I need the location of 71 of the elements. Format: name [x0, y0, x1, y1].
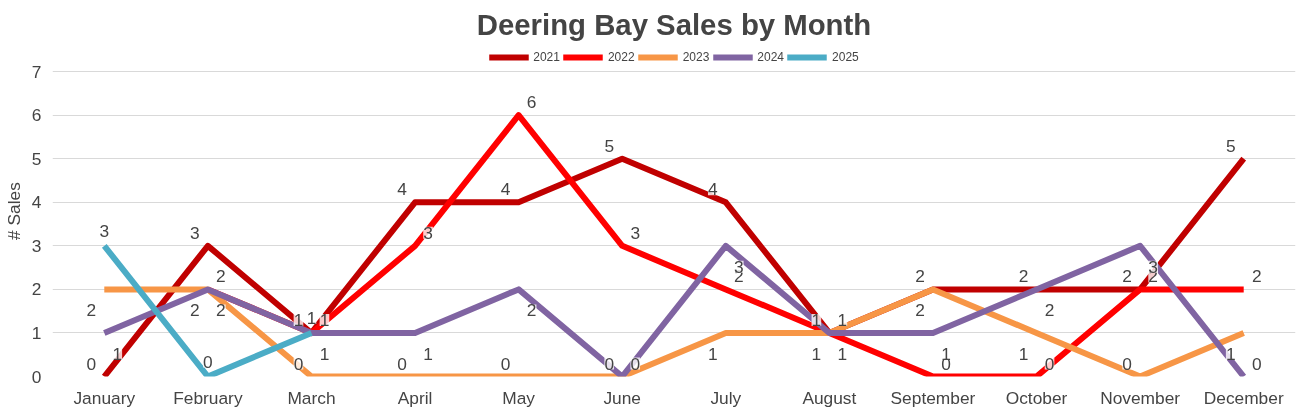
- y-axis-title: # Sales: [3, 181, 24, 240]
- data-label: 5: [1225, 135, 1236, 156]
- data-label: 0: [1251, 353, 1262, 374]
- data-label: 1: [811, 343, 822, 364]
- data-label: 4: [707, 179, 718, 200]
- x-tick-label: April: [397, 387, 433, 408]
- y-tick-label: 2: [31, 279, 42, 300]
- data-label: 1: [306, 307, 317, 328]
- x-tick-label: November: [1100, 387, 1181, 408]
- data-label: 0: [604, 353, 615, 374]
- data-label: 0: [86, 353, 97, 374]
- x-tick-label: June: [603, 387, 641, 408]
- data-label: 0: [397, 353, 407, 374]
- x-tick-label: December: [1203, 387, 1284, 408]
- data-label: 1: [811, 309, 822, 330]
- data-label: 0: [500, 353, 511, 374]
- legend-label: 2021: [533, 50, 560, 64]
- data-label: 2: [86, 300, 97, 321]
- legend-label: 2025: [832, 50, 859, 64]
- data-label: 0: [630, 353, 641, 374]
- y-tick-label: 6: [31, 105, 42, 126]
- legend-label: 2024: [757, 50, 785, 64]
- y-tick-label: 5: [31, 148, 42, 169]
- data-label: 3: [190, 222, 200, 243]
- x-tick-label: January: [73, 387, 136, 408]
- data-label: 0: [293, 353, 304, 374]
- data-label: 1: [1225, 343, 1236, 364]
- data-label: 0: [1044, 353, 1055, 374]
- legend-label: 2022: [607, 50, 635, 64]
- y-tick-label: 7: [31, 61, 42, 82]
- x-tick-label: October: [1005, 387, 1068, 408]
- data-label: 2: [216, 266, 226, 287]
- data-label: 1: [707, 343, 718, 364]
- data-label: 6: [526, 92, 537, 113]
- data-label: 2: [915, 266, 925, 287]
- data-label: 2: [526, 300, 537, 321]
- x-tick-label: September: [890, 387, 976, 408]
- data-label: 1: [112, 343, 123, 364]
- data-label: 1: [319, 343, 330, 364]
- data-label: 2: [1251, 266, 1262, 287]
- data-label: 0: [1122, 353, 1132, 374]
- y-tick-label: 1: [31, 322, 42, 343]
- data-label: 3: [423, 222, 433, 243]
- data-label: 2: [216, 300, 226, 321]
- data-label: 1: [837, 309, 848, 330]
- x-tick-label: May: [502, 387, 536, 408]
- data-label: 2: [1044, 300, 1055, 321]
- legend-label: 2023: [682, 50, 710, 64]
- data-label: 1: [423, 343, 433, 364]
- x-tick-label: February: [173, 387, 243, 408]
- data-label: 3: [630, 222, 641, 243]
- chart-title: Deering Bay Sales by Month: [476, 7, 872, 41]
- data-label: 1: [319, 309, 330, 330]
- x-tick-label: March: [287, 387, 336, 408]
- x-tick-label: July: [710, 387, 742, 408]
- x-tick-label: August: [802, 387, 857, 408]
- data-label: 1: [837, 343, 848, 364]
- data-label: 4: [500, 179, 511, 200]
- data-label: 1: [293, 309, 304, 330]
- data-label: 2: [190, 300, 200, 321]
- data-label: 0: [203, 351, 213, 372]
- y-tick-label: 0: [31, 366, 42, 387]
- y-tick-label: 4: [31, 192, 42, 213]
- data-label: 4: [397, 179, 408, 200]
- data-label: 2: [915, 300, 925, 321]
- data-label: 1: [1018, 343, 1029, 364]
- data-label: 3: [99, 220, 110, 241]
- data-label: 2: [1018, 266, 1029, 287]
- data-label: 2: [1122, 266, 1132, 287]
- y-tick-label: 3: [31, 235, 42, 256]
- data-label: 5: [604, 135, 615, 156]
